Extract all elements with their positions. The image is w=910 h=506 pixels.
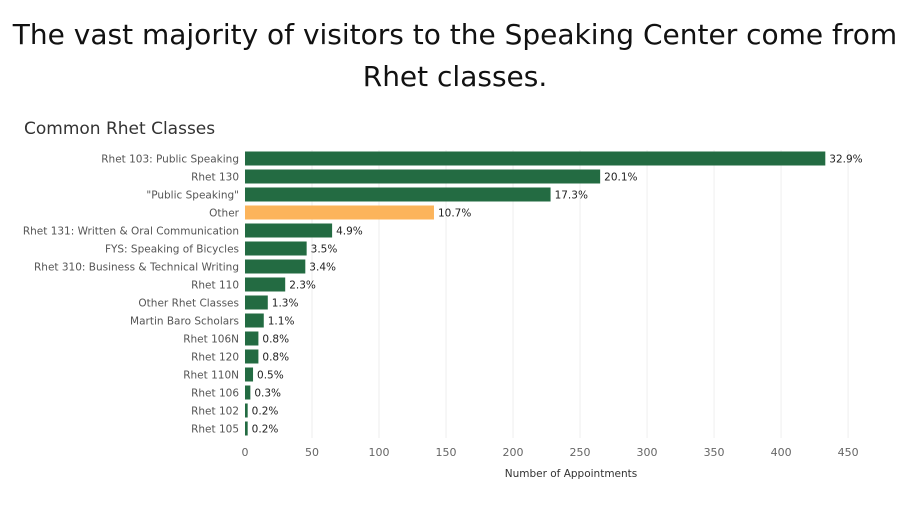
category-label: FYS: Speaking of Bicycles [105,244,239,256]
bar [245,421,248,436]
category-label: Rhet 120 [191,352,239,364]
x-tick-label: 250 [570,446,591,459]
x-tick-label: 400 [771,446,792,459]
x-tick-label: 450 [838,446,859,459]
bar [245,169,601,184]
data-label: 1.3% [272,298,299,310]
bar [245,187,551,202]
x-tick-label: 150 [436,446,457,459]
x-axis-title: Number of Appointments [505,468,638,480]
bar [245,259,306,274]
bar [245,367,254,382]
bar [245,331,259,346]
data-label: 0.3% [254,388,281,400]
x-tick-label: 0 [242,446,249,459]
category-label: Rhet 310: Business & Technical Writing [34,262,239,274]
category-label: Martin Baro Scholars [130,316,239,328]
data-label: 20.1% [604,172,637,184]
data-label: 3.5% [311,244,338,256]
x-tick-label: 100 [369,446,390,459]
chart-subtitle: Common Rhet Classes [24,119,216,139]
data-label: 17.3% [555,190,588,202]
category-label: Rhet 110N [183,370,239,382]
bar [245,205,434,220]
category-label: Other Rhet Classes [138,298,239,310]
x-tick-label: 350 [704,446,725,459]
bars [245,151,826,436]
data-label: 0.2% [252,406,279,418]
bar [245,295,268,310]
x-tick-label: 200 [503,446,524,459]
data-label: 3.4% [309,262,336,274]
bar [245,277,286,292]
chart-title: The vast majority of visitors to the Spe… [12,18,898,93]
x-axis-ticks: 0 50 100 150 200 250 300 350 400 450 [242,446,859,459]
category-label: Other [209,208,239,220]
data-label: 4.9% [336,226,363,238]
category-label: Rhet 131: Written & Oral Communication [23,226,239,238]
bar [245,385,251,400]
x-tick-label: 50 [305,446,319,459]
data-label: 0.8% [262,352,289,364]
bar [245,349,259,364]
category-label: Rhet 102 [191,406,239,418]
category-label: Rhet 106 [191,388,239,400]
data-label: 32.9% [829,154,862,166]
bar [245,313,264,328]
data-label: 10.7% [438,208,471,220]
x-tick-label: 300 [637,446,658,459]
data-label: 0.8% [262,334,289,346]
category-label: Rhet 103: Public Speaking [101,154,239,166]
category-label: Rhet 130 [191,172,239,184]
category-label: Rhet 110 [191,280,239,292]
bar [245,223,333,238]
bar [245,151,826,166]
category-label: "Public Speaking" [146,190,239,202]
data-label: 0.5% [257,370,284,382]
category-label: Rhet 106N [183,334,239,346]
data-label: 1.1% [268,316,295,328]
category-label: Rhet 105 [191,424,239,436]
data-label: 0.2% [252,424,279,436]
category-labels: Rhet 103: Public Speaking Rhet 130 "Public… [23,154,240,436]
value-labels: 32.9% 20.1% 17.3% 10.7% 4.9% 3.5% 3.4% 2.3% 1.3%… [252,154,863,436]
bar [245,403,248,418]
bar [245,241,307,256]
data-label: 2.3% [289,280,316,292]
